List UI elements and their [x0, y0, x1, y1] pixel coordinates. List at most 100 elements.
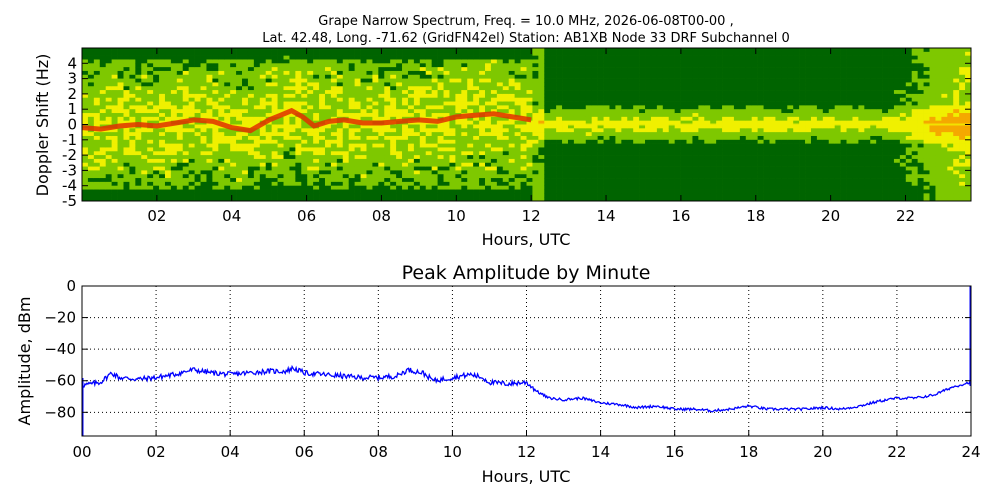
spectrogram-cell [182, 193, 189, 198]
spectrogram-cell [556, 74, 563, 79]
spectrogram-cell [141, 90, 148, 95]
spectrogram-cell [407, 193, 415, 198]
spectrogram-cell [372, 166, 379, 171]
spectrogram-cell [526, 55, 533, 60]
spectrogram-cell [520, 101, 527, 106]
spectrogram-cell [787, 101, 794, 106]
spectrogram-cell [200, 181, 207, 187]
spectrogram-cell [117, 67, 124, 72]
spectrogram-cell [467, 55, 474, 60]
spectrogram-cell [301, 78, 308, 83]
spectrogram-cell [639, 51, 646, 56]
spectrogram-cell [704, 101, 711, 106]
spectrogram-cell [342, 86, 349, 91]
spectrogram-cell [728, 74, 735, 79]
spectrogram-cell [117, 120, 124, 125]
spectrogram-cell [200, 74, 207, 79]
spectrogram-cell [390, 109, 397, 114]
spectrogram-cell [597, 151, 604, 156]
spectrogram-cell [176, 170, 184, 175]
spectrogram-cell [224, 147, 231, 152]
spectrogram-cell [579, 197, 587, 201]
spectrogram-cell [662, 109, 670, 114]
spectrogram-cell [728, 197, 735, 201]
spectrogram-cell [147, 143, 154, 148]
spectrogram-cell [520, 170, 527, 175]
spectrogram-cell [390, 181, 397, 187]
spectrogram-cell [135, 113, 142, 118]
spectrogram-cell [473, 197, 480, 201]
spectrogram-cell [751, 162, 758, 167]
spectrogram-cell [751, 90, 758, 95]
spectrogram-cell [289, 132, 296, 137]
spectrogram-cell [793, 113, 800, 118]
spectrogram-cell [461, 101, 468, 106]
spectrogram-cell [668, 185, 675, 190]
spectrogram-cell [307, 155, 314, 160]
spectrogram-cell [141, 109, 148, 114]
spectrogram-cell [419, 74, 427, 79]
spectrogram-cell [485, 178, 492, 183]
spectrogram-cell [330, 124, 338, 129]
spectrogram-cell [716, 86, 723, 91]
spectrogram-cell [615, 101, 622, 106]
spectrogram-cell [739, 48, 747, 53]
spectrogram-cell [668, 120, 675, 125]
spectrogram-cell [573, 189, 581, 194]
spectrogram-cell [763, 124, 770, 129]
spectrogram-cell [621, 181, 628, 187]
spectrogram-cell [224, 170, 231, 175]
spectrogram-cell [716, 101, 723, 106]
spectrogram-cell [443, 170, 450, 175]
spectrogram-cell [200, 113, 207, 118]
spectrogram-cell [633, 147, 640, 152]
spectrogram-cell [307, 166, 314, 171]
spectrogram-cell [336, 82, 344, 87]
spectrogram-cell [301, 59, 308, 64]
spectrogram-cell [597, 135, 604, 141]
spectrogram-cell [141, 132, 148, 137]
spectrogram-cell [194, 158, 201, 164]
spectrogram-cell [194, 139, 201, 144]
spectrogram-cell [639, 109, 646, 114]
spectrogram-cell [295, 101, 302, 106]
spectrogram-cell [188, 181, 195, 187]
spectrogram-cell [674, 197, 681, 201]
spectrogram-cell [247, 174, 255, 179]
spectrogram-cell [147, 105, 154, 110]
spectrogram-cell [449, 51, 456, 56]
spectrogram-cell [289, 97, 296, 102]
spectrogram-cell [206, 63, 213, 68]
spectrogram-cell [242, 90, 249, 95]
spectrogram-cell [431, 181, 438, 187]
spectrogram-cell [455, 174, 462, 179]
spectrogram-cell [384, 67, 391, 72]
spectrogram-cell [277, 101, 284, 106]
spectrogram-cell [366, 166, 373, 171]
spectrogram-cell [277, 174, 284, 179]
spectrogram-cell [656, 135, 664, 141]
spectrogram-cell [289, 197, 296, 201]
spectrogram-cell [295, 86, 302, 91]
spectrogram-cell [212, 158, 219, 164]
spectrogram-cell [265, 105, 272, 110]
spectrogram-cell [550, 101, 557, 106]
spectrogram-cell [455, 193, 462, 198]
spectrogram-cell [645, 143, 652, 148]
spectrogram-cell [461, 74, 468, 79]
spectrogram-cell [384, 109, 391, 114]
spectrogram-cell [360, 185, 367, 190]
spectrogram-cell [544, 93, 551, 99]
spectrogram-cell [668, 193, 675, 198]
spectrogram-cell [378, 113, 385, 118]
spectrogram-cell [425, 181, 432, 187]
spectrogram-cell [692, 90, 699, 95]
spectrogram-cell [787, 135, 794, 141]
spectrogram-cell [319, 143, 326, 148]
spectrogram-cell [793, 155, 800, 160]
spectrogram-cell [247, 97, 255, 102]
spectrogram-cell [479, 170, 486, 175]
spectrogram-cell [324, 63, 332, 68]
spectrogram-cell [769, 97, 776, 102]
spectrogram-cell [348, 105, 355, 110]
